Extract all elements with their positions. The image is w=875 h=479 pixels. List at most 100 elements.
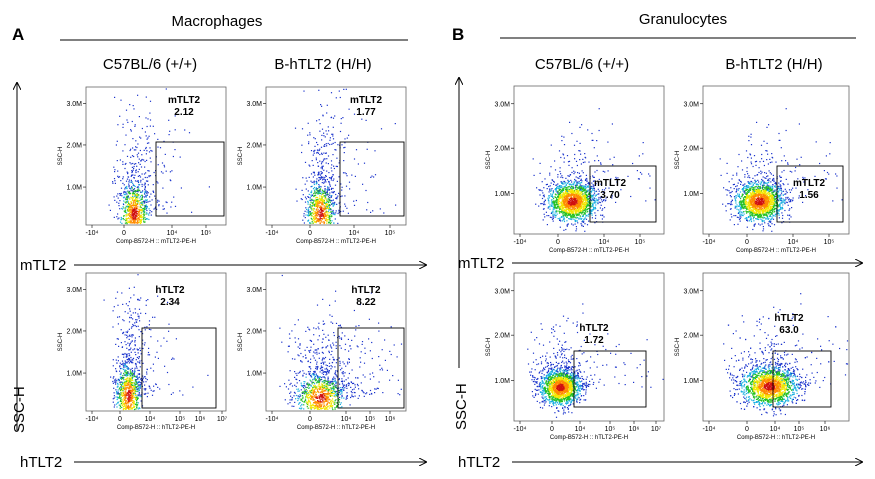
- event-dot: [317, 190, 319, 192]
- event-dot: [133, 177, 135, 179]
- event-dot: [135, 354, 137, 356]
- event-dot: [550, 189, 552, 191]
- event-dot: [340, 389, 342, 391]
- event-dot: [310, 222, 312, 224]
- event-dot: [144, 207, 146, 209]
- event-dot: [342, 210, 344, 212]
- event-dot: [157, 357, 159, 359]
- event-dot: [157, 182, 159, 184]
- event-dot: [324, 397, 326, 400]
- event-dot: [316, 188, 318, 190]
- event-dot: [324, 389, 326, 391]
- event-dot: [395, 204, 397, 206]
- event-dot: [331, 387, 333, 389]
- event-dot: [358, 388, 360, 390]
- event-dot: [138, 213, 140, 215]
- event-dot: [306, 211, 308, 213]
- event-dot: [328, 393, 331, 395]
- event-dot: [324, 394, 326, 396]
- event-dot: [333, 388, 335, 390]
- event-dot: [131, 220, 133, 222]
- event-dot: [325, 175, 327, 177]
- event-dot: [326, 203, 328, 205]
- event-dot: [294, 392, 296, 394]
- event-dot: [615, 176, 617, 178]
- event-dot: [149, 200, 151, 202]
- event-dot: [324, 185, 326, 187]
- event-dot: [321, 200, 323, 202]
- event-dot: [320, 401, 322, 403]
- event-dot: [121, 367, 123, 370]
- event-dot: [141, 154, 143, 156]
- event-dot: [154, 316, 156, 318]
- event-dot: [312, 378, 314, 380]
- event-dot: [563, 218, 565, 220]
- event-dot: [138, 200, 140, 202]
- event-dot: [585, 215, 587, 217]
- event-dot: [334, 401, 336, 403]
- event-dot: [326, 367, 328, 369]
- event-dot: [145, 312, 147, 315]
- event-dot: [370, 392, 373, 395]
- event-dot: [122, 126, 124, 128]
- event-dot: [317, 198, 319, 200]
- event-dot: [602, 214, 604, 216]
- event-dots: [532, 108, 656, 232]
- event-dot: [313, 396, 316, 398]
- event-dot: [332, 398, 334, 400]
- event-dot: [326, 178, 328, 181]
- event-dot: [158, 204, 160, 206]
- event-dot: [577, 191, 579, 194]
- event-dot: [334, 366, 336, 368]
- event-dot: [126, 187, 128, 189]
- event-dot: [589, 194, 592, 197]
- event-dot: [321, 351, 323, 353]
- event-dot: [309, 374, 312, 377]
- event-dot: [574, 178, 576, 181]
- event-dot: [348, 108, 350, 110]
- event-dot: [563, 195, 565, 197]
- event-dot: [132, 334, 134, 336]
- event-dot: [318, 396, 320, 399]
- event-dot: [595, 201, 597, 203]
- event-dot: [316, 210, 318, 212]
- event-dot: [586, 179, 588, 181]
- event-dot: [324, 371, 326, 373]
- event-dot: [319, 376, 321, 378]
- event-dot: [318, 395, 320, 397]
- event-dot: [137, 369, 139, 371]
- event-dot: [581, 225, 583, 227]
- event-dot: [336, 359, 338, 361]
- event-dot: [308, 143, 310, 145]
- event-dot: [576, 140, 578, 142]
- event-dot: [331, 203, 333, 205]
- event-dot: [136, 401, 138, 403]
- event-dot: [126, 188, 128, 190]
- event-dot: [323, 222, 325, 225]
- event-dot: [133, 201, 135, 203]
- event-dot: [345, 398, 347, 400]
- event-dot: [353, 158, 356, 160]
- event-dot: [354, 395, 356, 397]
- event-dot: [601, 201, 603, 203]
- event-dot: [125, 393, 127, 395]
- event-dot: [116, 338, 118, 340]
- event-dot: [578, 186, 580, 188]
- event-dot: [124, 408, 126, 410]
- event-dot: [320, 220, 323, 222]
- event-dot: [129, 384, 131, 386]
- event-dot: [123, 388, 125, 390]
- event-dot: [127, 400, 130, 402]
- event-dot: [132, 395, 134, 397]
- event-dot: [325, 192, 327, 194]
- event-dot: [326, 402, 329, 404]
- event-dot: [131, 371, 133, 373]
- event-dot: [323, 200, 325, 202]
- event-dot: [115, 382, 117, 384]
- event-dot: [311, 395, 314, 398]
- event-dot: [574, 187, 576, 189]
- event-dot: [335, 399, 337, 401]
- event-dot: [345, 185, 348, 187]
- event-dot: [592, 139, 594, 141]
- event-dot: [336, 371, 339, 373]
